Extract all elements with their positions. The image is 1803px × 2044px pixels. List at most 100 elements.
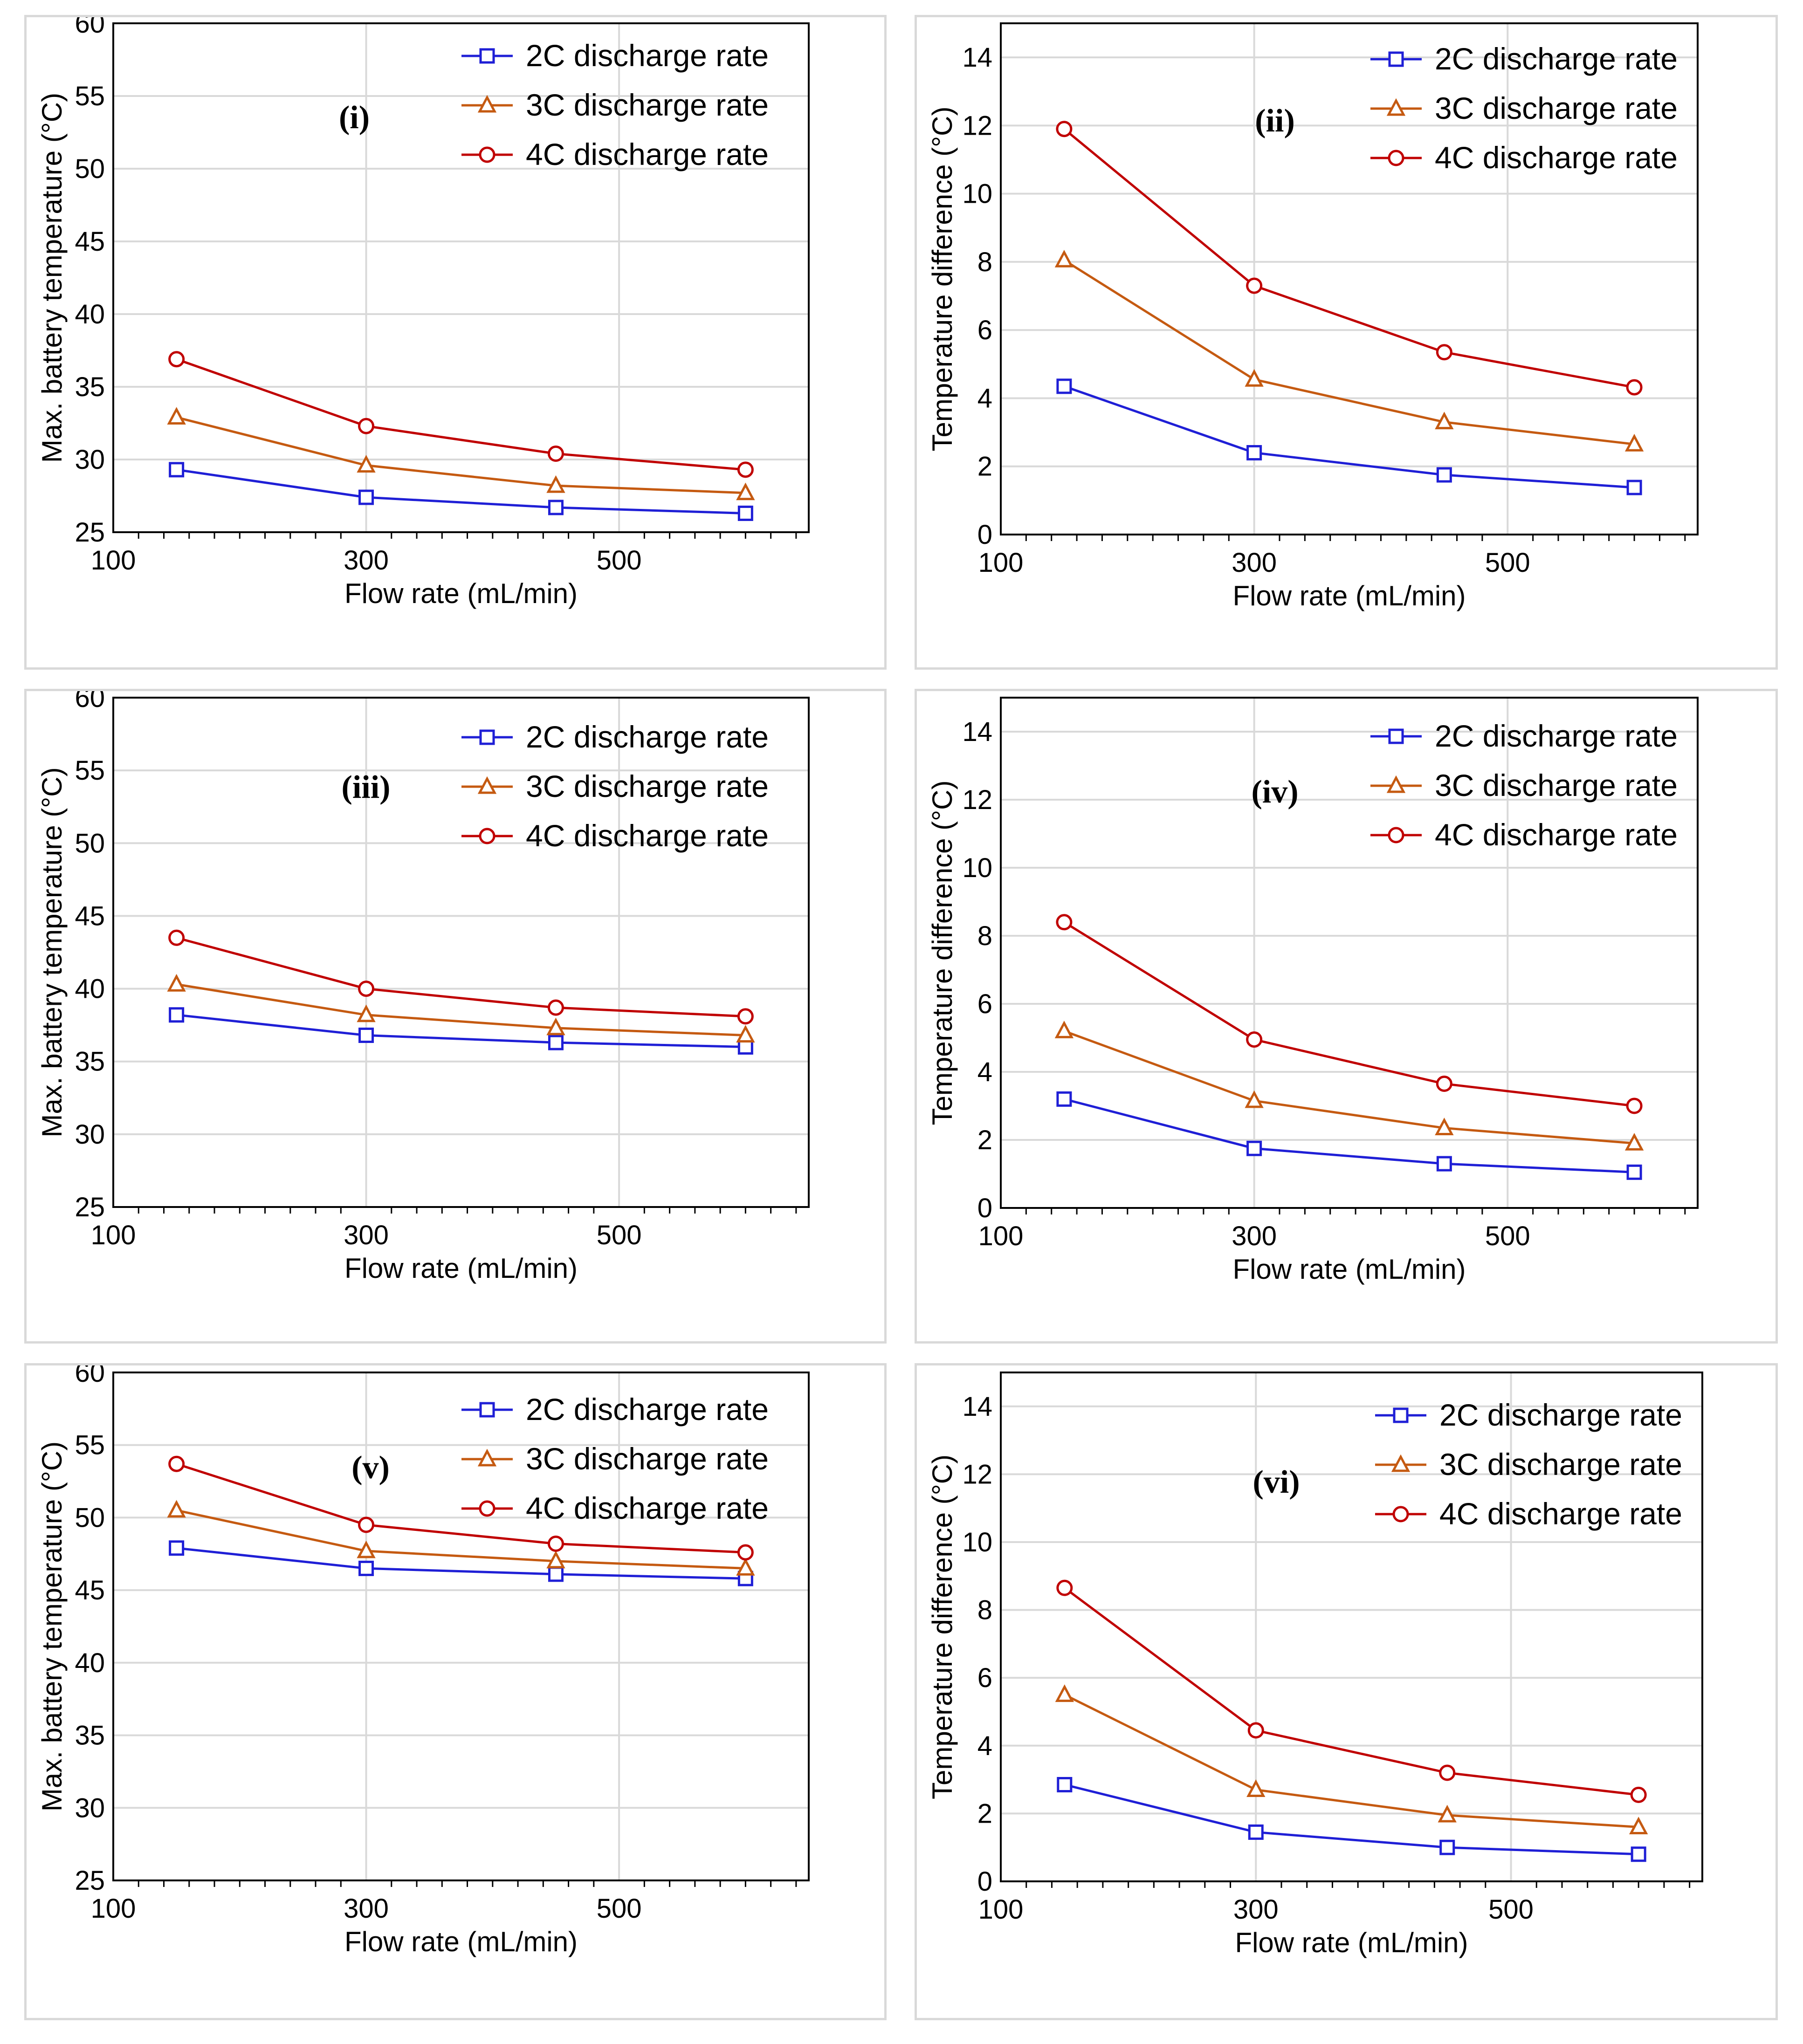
data-point-marker [357,1004,376,1022]
legend-marker [1388,150,1404,166]
series-2C [1056,378,1642,495]
y-tick-label: 6 [977,315,992,345]
data-point-marker [737,505,753,521]
x-tick-label: 300 [1232,548,1277,578]
chart-svg: 0 2 4 6 8 10 12 14 100 300 500 Flow rate (mL/min) Te… [927,697,1699,1285]
y-tick-label: 40 [75,974,105,1004]
y-tick-label: 0 [977,520,992,550]
y-tick-label: 8 [977,247,992,277]
y-tick-label: 55 [75,81,105,111]
data-point-marker [1054,1021,1074,1038]
x-tick-label: 100 [91,1220,136,1250]
chart-panel-i: 25 30 35 40 45 50 55 60 100 300 500 Flow rate (mL/m… [24,15,887,670]
x-tick-label: 300 [344,1893,389,1924]
x-axis-label: Flow rate (mL/min) [344,1253,578,1284]
y-tick-label: 35 [75,1047,105,1077]
x-tick-label: 500 [1485,548,1530,578]
data-point-marker [1055,1684,1074,1702]
legend-entry: 2C discharge rate [526,38,769,73]
y-tick-label: 2 [977,1125,992,1155]
data-point-marker [1246,1779,1266,1797]
data-point-marker [1626,1164,1642,1180]
x-tick-label: 300 [1233,1894,1279,1925]
series-line [176,936,746,1018]
legend-entry: 4C discharge rate [526,1491,769,1525]
series-2C [1057,1777,1646,1862]
data-point-marker [1246,1031,1263,1048]
legend-entry: 3C discharge rate [1435,91,1678,125]
y-tick-label: 12 [962,110,992,141]
series-3C [1054,249,1644,452]
y-tick-label: 10 [962,179,992,209]
data-point-marker [548,500,564,515]
plot-area-border [1000,1372,1703,1882]
legend-entry: 2C discharge rate [1439,1398,1682,1432]
data-point-marker [736,482,755,501]
plot-area-border [112,22,810,533]
y-tick-label: 60 [75,17,105,39]
y-tick-label: 35 [75,372,105,402]
series-line [1064,1694,1639,1829]
x-tick-label: 300 [344,1220,389,1250]
series-3C [167,407,755,501]
legend-marker [479,1500,495,1517]
plot-area-border [112,1372,810,1881]
legend-entry: 4C discharge rate [1439,1496,1682,1531]
legend-marker [479,828,495,844]
legend-entry: 4C discharge rate [526,818,769,853]
data-point-marker [548,1035,564,1050]
legend-entry: 3C discharge rate [526,88,769,122]
data-point-marker [737,1008,754,1025]
series-3C [1055,1684,1648,1835]
y-tick-label: 30 [75,1119,105,1150]
x-tick-label: 100 [978,548,1024,578]
data-point-marker [546,1550,565,1569]
y-axis-label: Temperature difference (°C) [927,1454,958,1799]
data-point-marker [548,1566,564,1582]
y-tick-label: 6 [977,989,992,1019]
legend-entry: 3C discharge rate [1435,768,1678,803]
data-point-marker [358,1516,375,1533]
y-tick-label: 4 [977,1057,992,1087]
data-point-marker [547,1535,564,1552]
y-tick-label: 12 [962,1459,992,1489]
x-axis-label: Flow rate (mL/min) [1232,1254,1466,1285]
data-point-marker [1436,467,1452,483]
data-point-marker [546,475,565,493]
data-point-marker [1435,1118,1454,1135]
x-axis-label: Flow rate (mL/min) [1232,580,1466,611]
data-point-marker [1245,1090,1264,1108]
data-point-marker [1054,249,1074,268]
y-axis-label: Max. battery temperature (°C) [36,1441,68,1811]
series-line [176,358,746,471]
y-tick-label: 55 [75,1430,105,1461]
data-point-marker [167,1500,186,1518]
legend-marker [479,146,495,163]
legend-marker [479,1402,495,1418]
series-line [176,1547,746,1580]
y-tick-label: 35 [75,1721,105,1751]
y-tick-label: 8 [977,921,992,951]
data-point-marker [1057,1777,1073,1793]
series-4C [1056,914,1643,1114]
chart-panel-iii: 25 30 35 40 45 50 55 60 100 300 500 Flow rate (mL/m… [24,689,887,1344]
data-point-marker [546,1017,565,1036]
data-point-marker [1626,1097,1643,1114]
plot-area-border [1000,22,1699,535]
y-tick-label: 4 [977,1731,992,1761]
series-line [176,983,746,1037]
data-point-marker [1056,1579,1073,1596]
chart-svg: 0 2 4 6 8 10 12 14 100 300 500 Flow rate (mL/min) Te… [927,22,1699,611]
data-point-marker [169,462,185,478]
chart-svg: 0 2 4 6 8 10 12 14 100 300 500 Flow rate (mL/min) Te… [927,1372,1703,1958]
series-line [1064,1783,1639,1856]
data-point-marker [1056,1091,1072,1107]
data-point-marker [1056,378,1072,394]
y-axis-label: Max. battery temperature (°C) [36,93,68,463]
y-tick-label: 55 [75,755,105,786]
data-point-marker [1631,1846,1646,1862]
data-point-marker [167,974,186,992]
data-point-marker [737,1544,754,1561]
y-tick-label: 45 [75,226,105,257]
legend-marker [1386,98,1406,116]
